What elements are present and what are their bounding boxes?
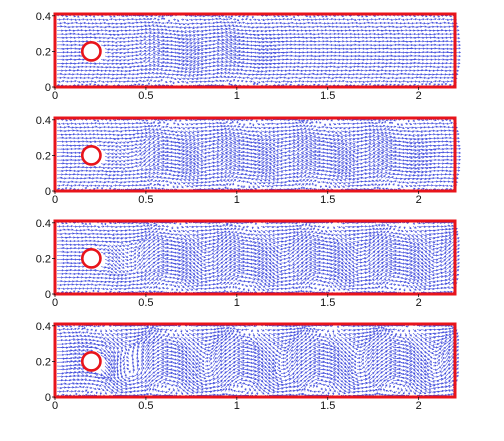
y-tick-label: 0.4 <box>36 321 51 333</box>
y-tick-label: 0 <box>45 392 51 404</box>
y-tick-label: 0.2 <box>36 253 51 265</box>
y-tick-label: 0.4 <box>36 11 51 23</box>
x-tick-label: 2 <box>416 400 422 412</box>
panel-2: 0 0.5 1 1.5 2 0 0.2 0.4 <box>36 115 462 206</box>
x-tick-label: 1 <box>234 194 240 206</box>
x-tick-label: 0 <box>52 297 58 309</box>
y-tick-label: 0.4 <box>36 218 51 230</box>
panel-4: 0 0.5 1 1.5 2 0 0.2 0.4 <box>36 321 460 412</box>
y-tick-label: 0.2 <box>36 46 51 58</box>
x-tick-label: 1 <box>234 90 240 102</box>
x-tick-label: 0.5 <box>138 90 153 102</box>
x-tick-label: 0 <box>52 400 58 412</box>
cylinder-marker <box>80 144 102 166</box>
x-tick-label: 1.5 <box>320 90 335 102</box>
channel-frame <box>53 12 457 89</box>
x-tick-label: 2 <box>416 194 422 206</box>
y-tick-label: 0.2 <box>36 356 51 368</box>
y-tick-label: 0 <box>45 186 51 198</box>
y-tick-label: 0 <box>45 289 51 301</box>
cylinder-marker <box>80 40 102 62</box>
cylinder-marker <box>80 247 102 269</box>
cylinder-marker <box>80 350 102 372</box>
x-tick-label: 0.5 <box>138 297 153 309</box>
channel-frame <box>53 322 457 399</box>
panel-3: 0 0.5 1 1.5 2 0 0.2 0.4 <box>36 218 460 309</box>
x-tick-label: 0.5 <box>138 194 153 206</box>
x-tick-label: 2 <box>416 297 422 309</box>
x-tick-label: 1 <box>234 400 240 412</box>
vector-field <box>56 323 460 399</box>
x-tick-label: 2 <box>416 90 422 102</box>
channel-frame <box>53 219 457 296</box>
vector-field <box>56 13 462 88</box>
x-tick-label: 0.5 <box>138 400 153 412</box>
channel-frame <box>53 116 457 193</box>
x-tick-label: 1.5 <box>320 194 335 206</box>
x-tick-label: 1 <box>234 297 240 309</box>
x-tick-label: 0 <box>52 194 58 206</box>
x-tick-label: 0 <box>52 90 58 102</box>
y-tick-label: 0.4 <box>36 115 51 127</box>
panel-1: 0 0.5 1 1.5 2 0 0.2 0.4 <box>36 11 462 102</box>
y-tick-label: 0.2 <box>36 150 51 162</box>
x-tick-label: 1.5 <box>320 400 335 412</box>
x-tick-label: 1.5 <box>320 297 335 309</box>
y-tick-label: 0 <box>45 82 51 94</box>
vector-field <box>56 220 460 296</box>
vector-field <box>56 116 462 193</box>
